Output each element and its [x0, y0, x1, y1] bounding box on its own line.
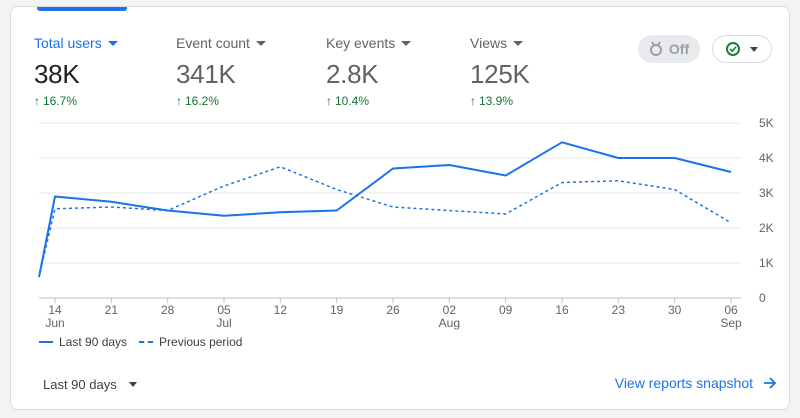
comparison-status-dropdown[interactable] — [712, 35, 772, 63]
metric-event-count[interactable]: Event count 341K ↑ 16.2% — [176, 33, 266, 108]
chart-grid — [39, 122, 741, 299]
x-month-label: Sep — [720, 316, 742, 330]
y-axis: 0 1K 2K 3K 4K 5K — [759, 116, 774, 305]
metric-change: ↑ 10.4% — [326, 94, 411, 108]
legend-dashed-line-icon — [139, 341, 154, 343]
x-tick-label: 02 — [443, 303, 457, 317]
x-tick-label: 12 — [274, 303, 288, 317]
metric-views[interactable]: Views 125K ↑ 13.9% — [470, 33, 530, 108]
view-reports-snapshot-label: View reports snapshot — [614, 375, 753, 391]
x-tick-label: 06 — [724, 303, 738, 317]
x-tick-label: 30 — [668, 303, 682, 317]
legend-solid-line-icon — [39, 341, 53, 343]
legend-item-current: Last 90 days — [39, 335, 127, 349]
x-month-label: Jun — [45, 316, 64, 330]
x-tick-label: 23 — [612, 303, 626, 317]
chart-series — [38, 141, 732, 278]
x-tick-label: 19 — [330, 303, 344, 317]
metric-value: 125K — [470, 59, 530, 89]
caret-down-icon — [107, 41, 118, 46]
y-tick-label: 4K — [759, 151, 774, 165]
arrow-right-icon — [764, 377, 777, 389]
x-tick-label: 14 — [48, 303, 62, 317]
metric-value: 341K — [176, 59, 236, 89]
chart-legend: Last 90 days Previous period — [39, 335, 242, 349]
view-reports-snapshot-link[interactable]: View reports snapshot — [615, 375, 777, 391]
date-range-label: Last 90 days — [43, 377, 117, 392]
x-tick-label: 16 — [555, 303, 569, 317]
y-tick-label: 0 — [759, 291, 766, 305]
x-tick-label: 21 — [105, 303, 119, 317]
metric-change-text: 16.7% — [43, 94, 78, 108]
x-tick-label: 05 — [217, 303, 231, 317]
metric-label[interactable]: Views — [470, 33, 530, 53]
x-tick-label: 28 — [161, 303, 175, 317]
metric-change: ↑ 16.2% — [176, 94, 266, 108]
metric-value: 38K — [34, 59, 80, 89]
insights-off-label: Off — [668, 41, 690, 57]
metric-change: ↑ 13.9% — [470, 94, 530, 108]
series-line-previous-period — [38, 166, 732, 278]
caret-down-icon — [255, 41, 266, 46]
arrow-up-icon: ↑ — [326, 94, 332, 108]
x-month-label: Jul — [216, 316, 231, 330]
arrow-up-icon: ↑ — [34, 94, 40, 108]
metric-label-text: Views — [470, 35, 508, 51]
check-circle-icon — [726, 42, 740, 56]
insights-badge-icon — [649, 41, 662, 56]
metric-value: 2.8K — [326, 59, 379, 89]
metric-change-text: 13.9% — [479, 94, 514, 108]
metric-change-text: 16.2% — [185, 94, 220, 108]
caret-down-icon — [128, 382, 137, 387]
legend-item-previous: Previous period — [139, 335, 242, 349]
metric-label[interactable]: Event count — [176, 33, 266, 53]
caret-down-icon — [401, 41, 412, 46]
y-tick-label: 1K — [759, 256, 774, 270]
y-tick-label: 2K — [759, 221, 774, 235]
x-tick-label: 26 — [386, 303, 400, 317]
overview-card: Total users 38K ↑ 16.7% Event count 341K… — [10, 6, 790, 410]
arrow-up-icon: ↑ — [176, 94, 182, 108]
y-tick-label: 5K — [759, 116, 774, 130]
metric-change: ↑ 16.7% — [34, 94, 118, 108]
metric-change-text: 10.4% — [335, 94, 370, 108]
arrow-up-icon: ↑ — [470, 94, 476, 108]
metric-label-text: Event count — [176, 35, 250, 51]
metric-label-text: Key events — [326, 35, 396, 51]
metric-label[interactable]: Key events — [326, 33, 412, 53]
date-range-dropdown[interactable]: Last 90 days — [43, 377, 137, 392]
insights-off-chip: Off — [638, 35, 700, 63]
y-tick-label: 3K — [759, 186, 774, 200]
caret-down-icon — [750, 46, 758, 52]
legend-label-current: Last 90 days — [59, 335, 128, 349]
metric-key-events[interactable]: Key events 2.8K ↑ 10.4% — [326, 33, 412, 108]
metric-label[interactable]: Total users — [34, 33, 118, 53]
metric-total-users[interactable]: Total users 38K ↑ 16.7% — [34, 33, 118, 108]
metric-label-text: Total users — [34, 35, 102, 51]
x-tick-label: 09 — [499, 303, 513, 317]
x-month-label: Aug — [439, 316, 460, 330]
active-tab-indicator — [37, 7, 127, 11]
caret-down-icon — [513, 41, 524, 46]
legend-label-previous: Previous period — [159, 335, 243, 349]
series-line-last-90-days — [38, 141, 732, 278]
